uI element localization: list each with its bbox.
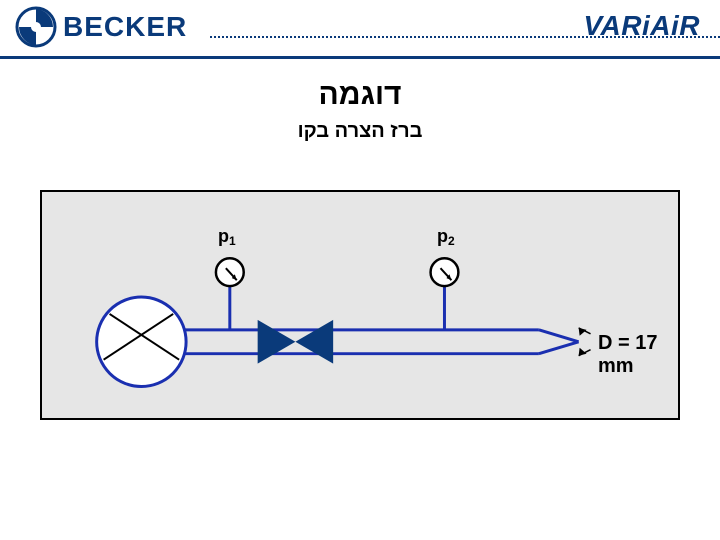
diagram-svg [42,192,678,418]
label-p1: p1 [218,226,236,247]
becker-logo-icon [15,6,57,48]
dimension-ticks [579,328,591,356]
valve-icon [258,320,334,364]
page: BECKER VARiAiR דוגמה ברז הצרה בקו p1 p2 … [0,0,720,540]
label-diameter: D = 17 mm [598,332,678,378]
page-title: דוגמה [0,78,720,112]
logo-variair: VARiAiR [583,10,700,42]
page-subtitle: ברז הצרה בקו [0,120,720,143]
diagram-figure: p1 p2 D = 17 mm [40,190,680,420]
gauge-p1-icon [216,258,244,330]
label-p2: p2 [437,226,455,247]
gauge-p2-icon [431,258,459,330]
logo-becker: BECKER [15,6,187,48]
blower-icon [97,297,186,386]
header-rule [0,56,720,59]
pipe [176,330,578,354]
header: BECKER VARiAiR [0,0,720,60]
becker-wordmark: BECKER [63,11,187,43]
